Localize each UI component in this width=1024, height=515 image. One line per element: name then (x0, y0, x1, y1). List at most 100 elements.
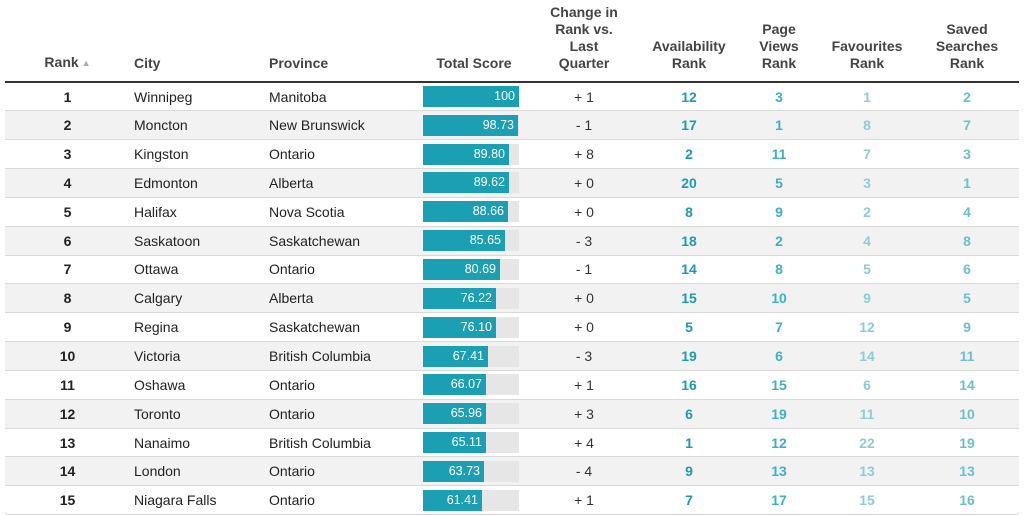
page-views-rank-cell: 6 (739, 341, 819, 371)
score-bar-label: 98.73 (482, 117, 514, 132)
column-header-city[interactable]: City (130, 0, 265, 83)
score-bar-track: 65.11 (423, 432, 519, 454)
city-cell: Victoria (130, 341, 265, 371)
saved-searches-rank-cell: 14 (915, 370, 1019, 400)
column-header-page-views-line: Views (759, 38, 799, 54)
score-bar-label: 89.80 (473, 146, 505, 161)
rank-change-cell: + 4 (529, 428, 639, 458)
rank-change-cell: - 1 (529, 255, 639, 285)
availability-rank-cell: 8 (639, 197, 739, 227)
score-bar-track: 89.80 (423, 143, 519, 165)
score-bar-track: 100 (423, 86, 519, 108)
province-cell: British Columbia (265, 341, 419, 371)
availability-rank-cell: 20 (639, 168, 739, 198)
availability-rank-cell: 2 (639, 139, 739, 170)
column-header-availability-line: Rank (671, 55, 707, 71)
page-views-rank-cell: 12 (739, 428, 819, 458)
province-cell: Saskatchewan (265, 226, 419, 256)
favourites-rank-cell: 1 (819, 82, 915, 112)
saved-searches-rank-cell: 13 (915, 456, 1019, 487)
favourites-rank-cell: 4 (819, 226, 915, 256)
column-header-total-score-label: Total Score (436, 55, 512, 71)
score-bar-fill (423, 86, 519, 108)
favourites-rank-cell: 7 (819, 139, 915, 170)
city-cell: Moncton (130, 110, 265, 141)
saved-searches-rank-cell: 9 (915, 312, 1019, 343)
score-bar-fill (423, 460, 484, 482)
score-bar-fill (423, 345, 488, 367)
score-bar-track: 98.73 (423, 114, 519, 136)
rank-cell: 13 (5, 428, 130, 458)
city-cell: Winnipeg (130, 82, 265, 112)
table-row: 13 Nanaimo British Columbia 65.11 + 4 1 … (5, 428, 1019, 458)
column-header-province[interactable]: Province (265, 0, 419, 83)
city-cell: Niagara Falls (130, 485, 265, 515)
column-header-availability-line: Availability (652, 38, 726, 54)
province-cell: New Brunswick (265, 110, 419, 141)
page-views-rank-cell: 7 (739, 312, 819, 343)
favourites-rank-cell: 12 (819, 312, 915, 343)
total-score-cell: 89.80 (419, 139, 529, 170)
saved-searches-rank-cell: 10 (915, 399, 1019, 429)
table-row: 3 Kingston Ontario 89.80 + 8 2 11 7 3 (5, 139, 1019, 170)
total-score-cell: 65.11 (419, 428, 529, 458)
score-bar-fill (423, 432, 486, 454)
score-bar-label: 80.69 (464, 261, 496, 276)
score-bar-label: 63.73 (448, 463, 480, 478)
column-header-page-views-line: Rank (761, 55, 797, 71)
table-row: 14 London Ontario 63.73 - 4 9 13 13 13 (5, 456, 1019, 487)
column-header-change[interactable]: Change in Rank vs. Last Quarter (529, 0, 639, 83)
column-header-favourites-line: Rank (849, 55, 885, 71)
province-cell: Ontario (265, 456, 419, 487)
column-header-saved-searches-line: Saved (946, 21, 988, 37)
availability-rank-cell: 9 (639, 456, 739, 487)
total-score-cell: 80.69 (419, 255, 529, 285)
column-header-favourites[interactable]: Favourites Rank (819, 0, 915, 83)
province-cell: Alberta (265, 283, 419, 314)
page-views-rank-cell: 15 (739, 370, 819, 400)
column-header-rank[interactable]: Rank ▲ (5, 0, 130, 83)
column-header-availability[interactable]: Availability Rank (639, 0, 739, 83)
score-bar-track: 89.62 (423, 172, 519, 194)
column-header-saved-searches[interactable]: Saved Searches Rank (915, 0, 1019, 83)
favourites-rank-cell: 9 (819, 283, 915, 314)
column-header-page-views[interactable]: Page Views Rank (739, 0, 819, 83)
page-views-rank-cell: 10 (739, 283, 819, 314)
score-bar-label: 66.07 (450, 377, 482, 392)
table-row: 6 Saskatoon Saskatchewan 85.65 - 3 18 2 … (5, 226, 1019, 256)
score-bar-label: 85.65 (469, 233, 501, 248)
saved-searches-rank-cell: 11 (915, 341, 1019, 371)
availability-rank-cell: 5 (639, 312, 739, 343)
page-views-rank-cell: 19 (739, 399, 819, 429)
city-cell: Edmonton (130, 168, 265, 198)
score-bar-track: 63.73 (423, 460, 519, 482)
page-views-rank-cell: 2 (739, 226, 819, 256)
saved-searches-rank-cell: 19 (915, 428, 1019, 458)
availability-rank-cell: 12 (639, 82, 739, 112)
total-score-cell: 85.65 (419, 226, 529, 256)
rankings-table: Rank ▲ City Province Total Score Change i… (5, 0, 1019, 515)
page-views-rank-cell: 5 (739, 168, 819, 198)
rank-change-cell: - 3 (529, 226, 639, 256)
score-bar-track: 76.22 (423, 287, 519, 309)
availability-rank-cell: 19 (639, 341, 739, 371)
rank-cell: 7 (5, 255, 130, 285)
saved-searches-rank-cell: 16 (915, 485, 1019, 515)
favourites-rank-cell: 2 (819, 197, 915, 227)
score-bar-fill (423, 172, 509, 194)
city-cell: Kingston (130, 139, 265, 170)
page-views-rank-cell: 17 (739, 485, 819, 515)
rank-change-cell: + 8 (529, 139, 639, 170)
favourites-rank-cell: 15 (819, 485, 915, 515)
rank-change-cell: - 4 (529, 456, 639, 487)
rank-change-cell: + 0 (529, 283, 639, 314)
province-cell: Ontario (265, 139, 419, 170)
favourites-rank-cell: 22 (819, 428, 915, 458)
total-score-cell: 61.41 (419, 485, 529, 515)
sort-ascending-icon[interactable]: ▲ (81, 58, 91, 68)
page-views-rank-cell: 1 (739, 110, 819, 141)
table-row: 11 Oshawa Ontario 66.07 + 1 16 15 6 14 (5, 370, 1019, 400)
column-header-change-line: Last (569, 38, 599, 54)
column-header-total-score[interactable]: Total Score (419, 0, 529, 83)
score-bar-fill (423, 403, 486, 425)
